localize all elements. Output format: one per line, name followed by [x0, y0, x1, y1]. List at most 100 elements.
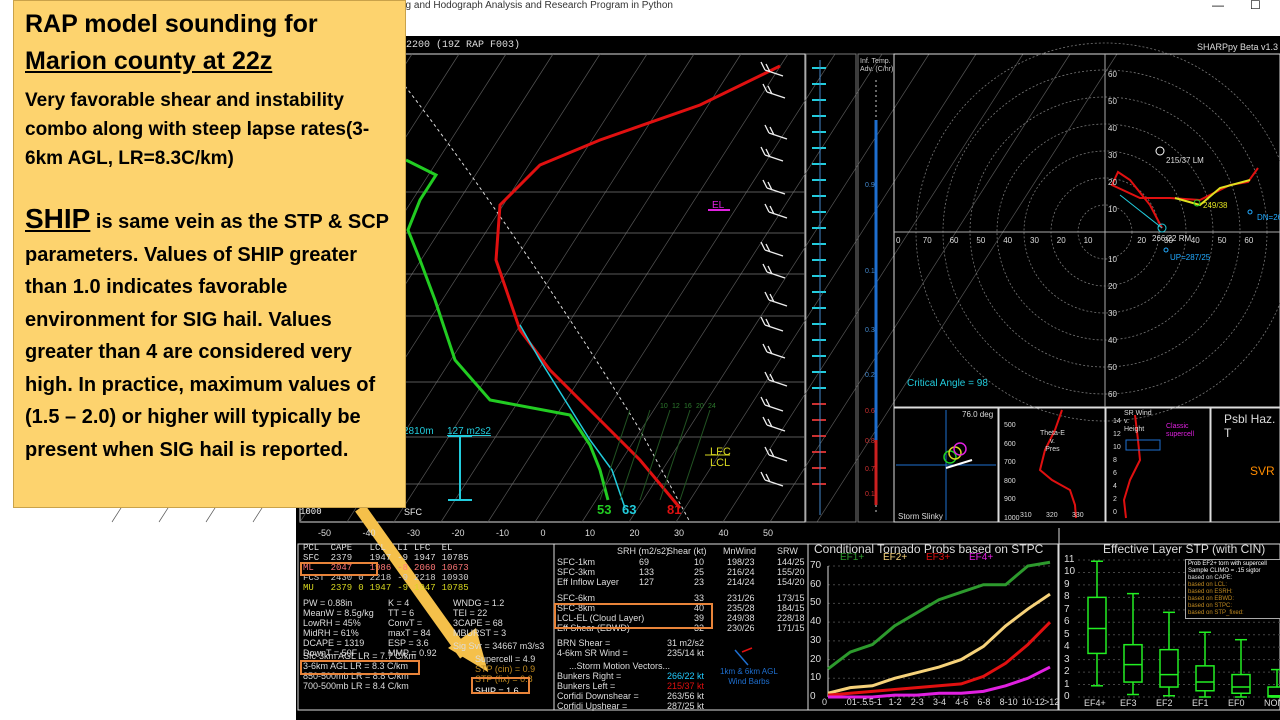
kinematics-cell: SFC-8km: [557, 603, 595, 613]
hodograph-x-tick: 30: [1030, 236, 1039, 245]
srwind-title: SR Wind v. Height: [1124, 410, 1152, 434]
parcel-cell: 1947: [414, 583, 436, 593]
mixing-ratio-label: 20: [696, 403, 704, 410]
srwind-y-tick: 4: [1113, 483, 1117, 490]
box-x-tick: EF0: [1228, 698, 1245, 708]
mixing-ratio-lines: [599, 409, 711, 501]
probs-series-ef2plus: [827, 592, 1051, 695]
srwind-y-tick: 14: [1113, 418, 1121, 425]
hodograph-trace-red: [1110, 167, 1259, 229]
slinky-label: Storm Slinky: [898, 512, 943, 521]
wind-barb-staff: [768, 379, 788, 387]
rm-label: 266/22 RM: [1152, 234, 1192, 243]
probs-legend-label: EF3+: [926, 552, 951, 563]
lm-label: 215/37 LM: [1166, 156, 1204, 165]
kinematics-header-cell: Shear (kt): [667, 546, 707, 556]
kinematics-cell: 23: [694, 577, 705, 587]
callout-paragraph-1: Very favorable shear and instability com…: [25, 90, 370, 169]
wind-barb-flag: [765, 473, 771, 483]
wind-barb-flag: [762, 263, 768, 273]
parcel-cell: 0: [358, 573, 364, 583]
wind-barb-flag: [760, 61, 766, 71]
skewt-surface-label: SFC: [404, 507, 422, 517]
dn-label: DN=26: [1257, 213, 1280, 222]
theta-title-line3: Pres: [1045, 446, 1060, 453]
wind-barb-flag: [769, 126, 775, 136]
parcel-cell: 2379: [330, 583, 353, 593]
isotherm: [628, 53, 930, 523]
srwind-band: [1125, 439, 1161, 451]
wind-barb-flag: [769, 205, 775, 215]
stp-cin-index: STP (cin) = 0.9: [475, 664, 536, 674]
wind-barb-staff: [764, 154, 784, 162]
skewt-bottom-pressure: 1000: [300, 507, 322, 517]
kinematics-cell: 33: [694, 593, 705, 603]
parcel-cell: 1986: [369, 563, 392, 573]
srwind-classic-line1: Classic: [1166, 423, 1189, 430]
hodograph-ring-label: 40: [1108, 124, 1117, 133]
parcel-cell: 1947: [414, 553, 436, 563]
brn-row: BRN Shear = 31 m2/s2: [557, 638, 807, 648]
lapse-rates: Sfc-3km AGL LR = 7.7 C/km 3-6km AGL LR = …: [303, 651, 416, 691]
hodograph-motion-line: [1119, 194, 1163, 229]
annotation-callout: RAP model sounding for Marion county at …: [13, 0, 406, 508]
parcel-header-cell: LI: [397, 543, 409, 553]
parcel-cell: -8: [397, 563, 409, 573]
composite-indices: Supercell = 4.9 STP (cin) = 0.9 STP (fix…: [475, 654, 535, 696]
storm-vector-label: Bunkers Right =: [557, 671, 622, 681]
skewt-x-tick: -20: [451, 528, 465, 538]
wind-barb-flag: [769, 373, 775, 383]
mixing-ratio-label: 12: [672, 403, 680, 410]
probs-x-tick: .01-.5: [844, 697, 868, 707]
parcel-cell: 10673: [441, 563, 469, 573]
window-title: ng and Hodograph Analysis and Research P…: [400, 0, 673, 11]
kinematics-row: SFC-1km 69 10 198/23 144/25: [557, 557, 807, 567]
parcel-header-cell: PCL: [303, 543, 320, 553]
kinematics-cell: 173/15: [777, 593, 805, 603]
lm-marker: [1155, 146, 1165, 156]
wind-barb-staff: [768, 299, 788, 307]
hodograph-ring-label: 10: [1108, 205, 1117, 214]
lapse-rate: 700-500mb LR = 8.4 C/km: [303, 681, 409, 691]
box-iqr: [1123, 643, 1143, 683]
tornado-probs-frame: [807, 543, 1059, 711]
thermo-index: WNDG = 1.2: [453, 598, 505, 608]
kinematics-cell: 231/26: [727, 593, 755, 603]
hodograph-x-tick: 20: [1137, 236, 1147, 245]
theta-title-line1: Theta-E: [1040, 430, 1065, 437]
temp-adv-value: 0.7: [865, 466, 875, 473]
box-legend: Prob EF2+ torn with supercell Sample CLIM…: [1185, 559, 1280, 619]
probs-x-tick: 0: [822, 697, 828, 707]
probs-x-tick: 8-10: [999, 697, 1018, 707]
theta-y-tick: 800: [1004, 477, 1016, 485]
wind-barb-flag: [765, 148, 771, 158]
isotherm: [393, 53, 695, 523]
srwind-classic-label: Classic supercell: [1166, 423, 1194, 439]
probs-series-ef1plus: [827, 560, 1051, 671]
parcel-cell: 1947: [369, 553, 392, 563]
kinematics-cell: 198/23: [727, 557, 755, 567]
wind-barb-flag: [760, 396, 766, 406]
parcel-trace: [404, 85, 691, 523]
wind-barb-flag: [760, 316, 766, 326]
wind-barb-flag: [765, 318, 771, 328]
box-iqr: [1267, 686, 1280, 698]
temp-adv-value: 0.6: [865, 408, 875, 415]
theta-y-tick: 600: [1004, 440, 1016, 448]
probs-y-tick: 30: [810, 634, 822, 646]
hodograph-trace-yellow: [1174, 179, 1251, 207]
minimize-icon[interactable]: —: [1212, 0, 1224, 12]
hodograph-x-tick: 50: [976, 236, 986, 245]
hodograph-ring-label: 30: [1108, 151, 1117, 160]
storm-vector-value: 263/56 kt: [667, 691, 705, 701]
isotherm: [440, 53, 742, 523]
probs-legend-label: EF4+: [969, 552, 994, 563]
mixing-ratio-label: 24: [708, 403, 716, 410]
box-y-tick: 3: [1064, 653, 1070, 665]
thermo-index: MBURST = 3: [453, 628, 507, 638]
hodograph-x-tick: 30: [1164, 236, 1173, 245]
kinematics-cell: 249/38: [727, 613, 755, 623]
callout-arrow-shaft: [355, 504, 470, 659]
box-y-tick: 0: [1064, 691, 1070, 702]
maximize-icon[interactable]: ☐: [1250, 0, 1261, 12]
